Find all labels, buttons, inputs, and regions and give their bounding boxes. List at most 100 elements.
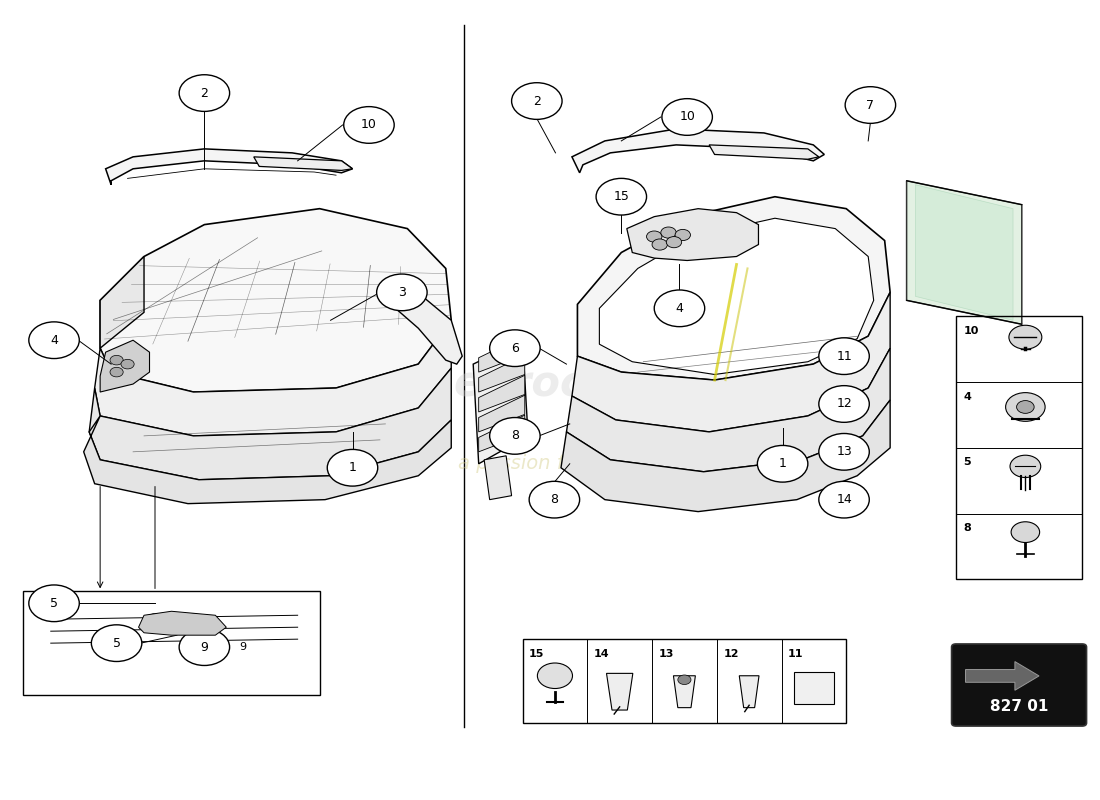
- Text: 13: 13: [659, 649, 674, 658]
- Text: 4: 4: [51, 334, 58, 346]
- Polygon shape: [566, 348, 890, 472]
- Text: 9: 9: [200, 641, 208, 654]
- Text: 14: 14: [594, 649, 609, 658]
- Polygon shape: [572, 292, 890, 432]
- Text: 6: 6: [512, 342, 519, 354]
- Text: 4: 4: [675, 302, 683, 315]
- Circle shape: [538, 663, 572, 689]
- Text: 1: 1: [779, 458, 786, 470]
- Circle shape: [661, 227, 676, 238]
- Polygon shape: [673, 676, 695, 708]
- Circle shape: [179, 74, 230, 111]
- Circle shape: [1009, 326, 1042, 349]
- Circle shape: [376, 274, 427, 310]
- Polygon shape: [390, 288, 462, 364]
- Polygon shape: [100, 340, 150, 392]
- Polygon shape: [561, 400, 890, 512]
- Circle shape: [1016, 401, 1034, 414]
- Circle shape: [110, 367, 123, 377]
- Circle shape: [818, 338, 869, 374]
- Circle shape: [1005, 393, 1045, 422]
- Text: a passion for parts since 1985: a passion for parts since 1985: [458, 454, 752, 474]
- Circle shape: [343, 106, 394, 143]
- Polygon shape: [478, 415, 525, 452]
- Polygon shape: [100, 257, 144, 348]
- Text: 827 01: 827 01: [990, 698, 1048, 714]
- Circle shape: [529, 482, 580, 518]
- Circle shape: [91, 625, 142, 662]
- Circle shape: [512, 82, 562, 119]
- Text: 10: 10: [964, 326, 979, 336]
- Circle shape: [490, 418, 540, 454]
- Polygon shape: [906, 181, 1022, 324]
- Polygon shape: [578, 197, 890, 380]
- Polygon shape: [478, 395, 525, 432]
- Polygon shape: [478, 375, 525, 412]
- Circle shape: [121, 359, 134, 369]
- Text: 2: 2: [200, 86, 208, 99]
- Polygon shape: [100, 209, 451, 392]
- Polygon shape: [473, 340, 528, 464]
- Circle shape: [758, 446, 807, 482]
- Circle shape: [678, 675, 691, 685]
- Circle shape: [29, 322, 79, 358]
- Circle shape: [818, 386, 869, 422]
- Circle shape: [1010, 455, 1041, 478]
- FancyBboxPatch shape: [952, 644, 1087, 726]
- Polygon shape: [572, 129, 824, 173]
- Text: 2: 2: [532, 94, 541, 107]
- Circle shape: [147, 614, 163, 625]
- Polygon shape: [915, 185, 1013, 320]
- Text: 8: 8: [550, 493, 559, 506]
- Circle shape: [596, 178, 647, 215]
- Polygon shape: [966, 662, 1040, 690]
- Polygon shape: [139, 611, 227, 635]
- Circle shape: [845, 86, 895, 123]
- Text: eurocarparts: eurocarparts: [453, 363, 757, 405]
- Circle shape: [1011, 522, 1040, 542]
- Polygon shape: [627, 209, 759, 261]
- Circle shape: [662, 98, 713, 135]
- Text: 3: 3: [398, 286, 406, 299]
- Polygon shape: [484, 456, 512, 500]
- Polygon shape: [89, 368, 451, 480]
- Text: 7: 7: [867, 98, 875, 111]
- Text: 15: 15: [529, 649, 544, 658]
- Text: 11: 11: [836, 350, 851, 362]
- Text: 15: 15: [614, 190, 629, 203]
- Text: 10: 10: [679, 110, 695, 123]
- Circle shape: [647, 231, 662, 242]
- Polygon shape: [710, 145, 818, 159]
- Circle shape: [667, 237, 682, 248]
- Polygon shape: [254, 157, 352, 170]
- FancyBboxPatch shape: [794, 672, 834, 704]
- Polygon shape: [606, 674, 632, 710]
- Circle shape: [186, 614, 201, 625]
- Text: 12: 12: [836, 398, 851, 410]
- Text: 1: 1: [349, 462, 356, 474]
- Text: 12: 12: [724, 649, 739, 658]
- Circle shape: [818, 482, 869, 518]
- Circle shape: [29, 585, 79, 622]
- Polygon shape: [478, 355, 525, 392]
- Text: 9: 9: [239, 642, 246, 652]
- Text: 10: 10: [361, 118, 377, 131]
- Polygon shape: [478, 335, 525, 372]
- Polygon shape: [84, 416, 451, 504]
- Circle shape: [654, 290, 705, 326]
- Circle shape: [328, 450, 377, 486]
- Circle shape: [818, 434, 869, 470]
- Text: 11: 11: [788, 649, 804, 658]
- FancyBboxPatch shape: [23, 591, 320, 695]
- Text: 5: 5: [112, 637, 121, 650]
- Circle shape: [179, 629, 230, 666]
- Text: 5: 5: [51, 597, 58, 610]
- Circle shape: [110, 355, 123, 365]
- Polygon shape: [95, 320, 451, 436]
- Text: 14: 14: [836, 493, 851, 506]
- Polygon shape: [106, 149, 352, 185]
- Polygon shape: [600, 218, 873, 374]
- Text: 8: 8: [964, 523, 971, 533]
- Text: 5: 5: [964, 458, 971, 467]
- Circle shape: [652, 239, 668, 250]
